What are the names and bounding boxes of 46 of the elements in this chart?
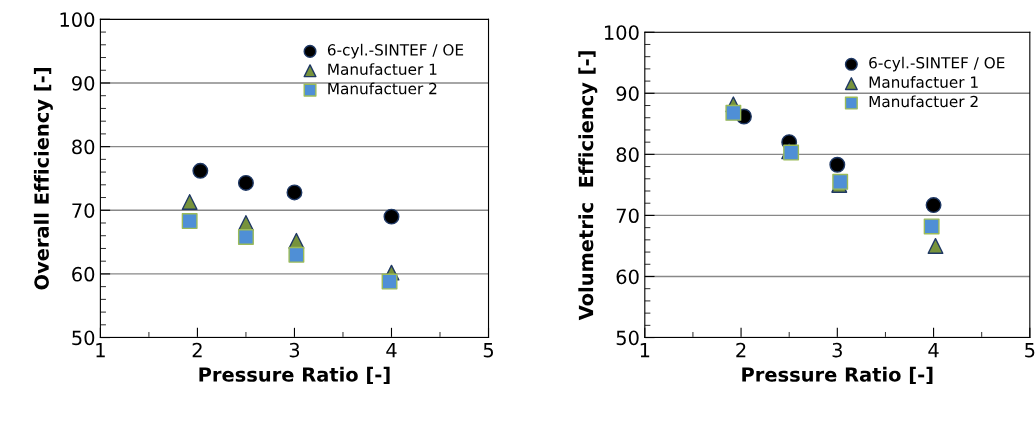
y-tick-label: 50 bbox=[72, 330, 95, 346]
legend-label: Manufactuer 2 bbox=[328, 82, 437, 95]
point bbox=[237, 229, 254, 245]
y-tick-label: 90 bbox=[616, 86, 639, 101]
point bbox=[381, 273, 398, 290]
y-tick-label: 50 bbox=[616, 330, 639, 346]
y-tick-label: 60 bbox=[72, 266, 95, 282]
y-tick-label: 80 bbox=[72, 139, 95, 155]
x-axis-title: Pressure Ratio [-] bbox=[742, 366, 933, 385]
y-tick-label: 70 bbox=[72, 203, 95, 218]
x-tick-label: 2 bbox=[736, 342, 746, 358]
point bbox=[237, 174, 254, 191]
x-tick-label: 5 bbox=[483, 343, 494, 358]
point bbox=[927, 237, 944, 254]
point bbox=[923, 218, 940, 235]
x-tick-label: 1 bbox=[96, 343, 105, 358]
x-tick-label: 4 bbox=[928, 343, 939, 358]
legend-label: 6-cyl.-SINTEF / OE bbox=[327, 43, 464, 59]
x-axis-title: Pressure Ratio [-] bbox=[199, 366, 390, 385]
y-axis-title: Overall Efficiency [-] bbox=[33, 68, 53, 290]
legend-label: Manufactuer 2 bbox=[869, 95, 978, 108]
y-tick-label: 100 bbox=[604, 25, 639, 40]
point bbox=[288, 246, 305, 263]
legend-label: Manufactuer 1 bbox=[869, 76, 978, 88]
point bbox=[829, 156, 846, 173]
x-tick-label: 4 bbox=[386, 343, 397, 358]
x-tick-label: 2 bbox=[192, 342, 202, 358]
y-axis-title: Volumetric Efficiency [-] bbox=[578, 51, 598, 321]
point bbox=[181, 194, 198, 210]
y-tick-label: 90 bbox=[72, 75, 95, 91]
point bbox=[192, 162, 209, 179]
y-tick-label: 80 bbox=[616, 147, 639, 163]
y-tick-label: 70 bbox=[616, 208, 639, 224]
legend-label: 6-cyl.-SINTEF / OE bbox=[869, 56, 1005, 72]
point bbox=[181, 213, 198, 230]
x-tick-label: 1 bbox=[640, 343, 650, 358]
x-tick-label: 3 bbox=[832, 342, 842, 358]
legend-label: Manufactuer 1 bbox=[328, 63, 437, 75]
point bbox=[725, 104, 742, 121]
y-tick-label: 100 bbox=[60, 12, 95, 28]
point bbox=[925, 197, 942, 214]
x-tick-label: 3 bbox=[289, 342, 300, 358]
point bbox=[383, 208, 400, 225]
x-tick-label: 5 bbox=[1025, 343, 1035, 358]
y-tick-label: 60 bbox=[616, 269, 639, 285]
point bbox=[286, 184, 303, 201]
